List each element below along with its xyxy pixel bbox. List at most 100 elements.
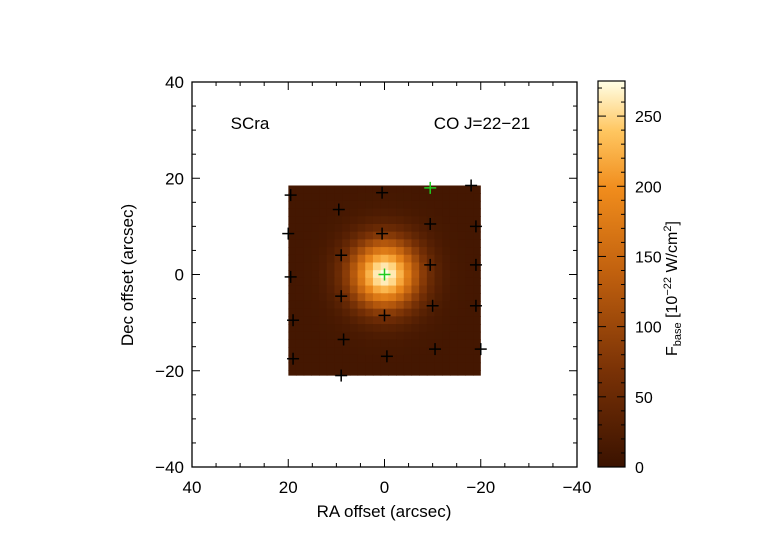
- map-pixel: [326, 270, 336, 279]
- map-pixel: [465, 270, 474, 279]
- map-pixel: [288, 270, 297, 279]
- map-pixel: [388, 193, 397, 202]
- map-pixel: [396, 200, 405, 210]
- map-pixel: [442, 331, 451, 341]
- spaxel-marker: [465, 179, 478, 192]
- map-pixel: [403, 300, 413, 310]
- map-pixel: [403, 293, 413, 302]
- map-pixel: [473, 370, 481, 376]
- map-pixel: [349, 308, 359, 317]
- map-pixel: [411, 223, 420, 233]
- map-pixel: [426, 200, 436, 210]
- map-pixel: [442, 270, 451, 279]
- map-pixel: [403, 262, 413, 271]
- map-pixel: [342, 277, 351, 287]
- map-pixel: [434, 293, 443, 302]
- map-pixel: [426, 347, 436, 356]
- map-pixel: [388, 223, 397, 233]
- y-tick-label: 40: [165, 73, 184, 92]
- map-pixel: [357, 254, 366, 264]
- map-pixel: [442, 200, 451, 210]
- map-pixel: [473, 208, 481, 217]
- spaxel-marker-green: [424, 181, 437, 194]
- map-pixel: [465, 293, 474, 302]
- map-pixel: [311, 270, 320, 279]
- map-pixel: [342, 223, 351, 233]
- map-pixel: [404, 378, 412, 386]
- map-pixel: [349, 370, 359, 376]
- map-pixel: [442, 277, 451, 287]
- map-pixel: [295, 247, 305, 256]
- map-pixel: [473, 285, 481, 294]
- map-pixel: [434, 254, 443, 264]
- map-pixel: [419, 254, 428, 264]
- map-pixel: [326, 277, 336, 287]
- map-pixel: [334, 193, 343, 202]
- map-pixel: [288, 247, 297, 256]
- map-pixel: [349, 216, 359, 225]
- map-pixel: [449, 293, 459, 302]
- map-pixel: [388, 200, 397, 210]
- map-pixel: [372, 285, 382, 294]
- map-pixel: [311, 200, 320, 210]
- map-pixel: [372, 331, 382, 341]
- map-pixel: [326, 347, 336, 356]
- map-pixel: [380, 347, 389, 356]
- map-pixel: [403, 200, 413, 210]
- map-pixel: [481, 286, 489, 294]
- map-pixel: [319, 200, 328, 210]
- map-pixel: [449, 362, 459, 371]
- map-pixel: [396, 262, 405, 271]
- map-pixel: [349, 185, 359, 194]
- x-tick-label: −40: [563, 478, 592, 497]
- map-pixel: [411, 262, 420, 271]
- map-pixel: [473, 324, 481, 333]
- map-pixel: [457, 370, 466, 376]
- map-pixel: [457, 270, 466, 279]
- map-pixel: [426, 247, 436, 256]
- map-pixel: [288, 370, 297, 376]
- map-pixel: [334, 216, 343, 225]
- map-pixel: [449, 239, 459, 248]
- map-pixel: [481, 293, 489, 301]
- map-pixel: [365, 370, 374, 376]
- map-pixel: [303, 324, 312, 333]
- map-pixel: [319, 193, 328, 202]
- map-pixel: [442, 300, 451, 310]
- map-pixel: [334, 354, 343, 364]
- map-pixel: [326, 354, 336, 364]
- map-pixel: [319, 378, 327, 386]
- map-pixel: [295, 308, 305, 317]
- map-pixel: [442, 239, 451, 248]
- map-pixel: [449, 216, 459, 225]
- map-pixel: [449, 231, 459, 240]
- map-pixel: [303, 231, 312, 240]
- map-pixel: [326, 324, 336, 333]
- map-pixel: [349, 277, 359, 287]
- map-pixel: [311, 300, 320, 310]
- map-pixel: [326, 293, 336, 302]
- map-pixel: [303, 293, 312, 302]
- map-pixel: [457, 300, 466, 310]
- map-pixel: [357, 285, 366, 294]
- map-pixel: [295, 277, 305, 287]
- map-pixel: [380, 254, 389, 264]
- map-pixel: [434, 185, 443, 194]
- map-pixel: [396, 193, 405, 202]
- spaxel-marker: [337, 333, 350, 346]
- map-pixel: [295, 300, 305, 310]
- spaxel-marker: [284, 189, 297, 202]
- map-pixel: [349, 285, 359, 294]
- map-pixel: [357, 339, 366, 348]
- map-pixel: [372, 339, 382, 348]
- map-pixel: [349, 254, 359, 264]
- colorbar-tick-label: 100: [635, 320, 662, 337]
- map-pixel: [442, 216, 451, 225]
- map-pixel: [388, 378, 396, 386]
- spaxel-marker: [335, 290, 348, 303]
- map-pixel: [342, 347, 351, 356]
- map-pixel: [465, 223, 474, 233]
- map-pixel: [311, 193, 320, 202]
- map-pixel: [426, 324, 436, 333]
- map-pixel: [380, 331, 389, 341]
